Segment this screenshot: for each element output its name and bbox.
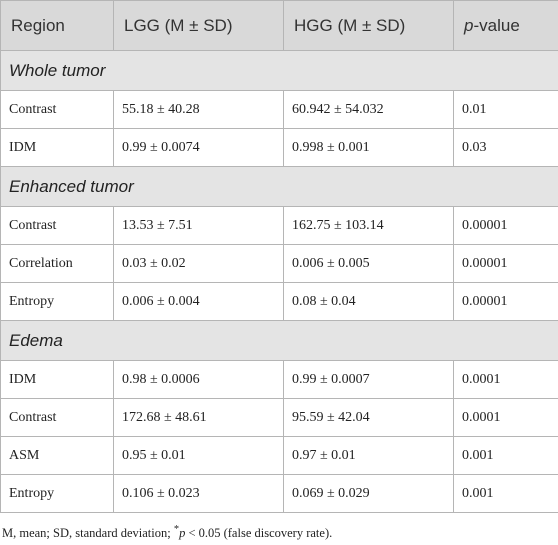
cell: Correlation [0, 244, 114, 283]
cell: Entropy [0, 282, 114, 321]
header-cell: HGG (M ± SD) [283, 0, 454, 51]
cell: 0.00001 [453, 244, 558, 283]
header-row: Region LGG (M ± SD) HGG (M ± SD) p-value [0, 0, 558, 51]
cell: 13.53 ± 7.51 [113, 206, 284, 245]
data-row: ASM 0.95 ± 0.01 0.97 ± 0.01 0.001 [0, 436, 558, 475]
header-cell: Region [0, 0, 114, 51]
cell: 0.99 ± 0.0074 [113, 128, 284, 167]
cell: 0.001 [453, 474, 558, 513]
data-table: Region LGG (M ± SD) HGG (M ± SD) p-value Wh… [0, 0, 558, 513]
cell: 55.18 ± 40.28 [113, 90, 284, 129]
cell: 0.03 ± 0.02 [113, 244, 284, 283]
header-cell: p-value [453, 0, 558, 51]
cell: 95.59 ± 42.04 [283, 398, 454, 437]
cell: 0.99 ± 0.0007 [283, 360, 454, 399]
section-title: Whole tumor [0, 50, 558, 91]
cell: 0.006 ± 0.005 [283, 244, 454, 283]
footnote: M, mean; SD, standard deviation; *p < 0.… [2, 524, 332, 541]
footnote-star: * [173, 524, 180, 535]
cell: Contrast [0, 398, 114, 437]
footnote-text: M, mean; SD, standard deviation; [2, 526, 174, 541]
section-row: Whole tumor [0, 50, 558, 91]
section-row: Enhanced tumor [0, 166, 558, 207]
cell: 0.95 ± 0.01 [113, 436, 284, 475]
cell: ASM [0, 436, 114, 475]
cell: 0.01 [453, 90, 558, 129]
cell: 0.98 ± 0.0006 [113, 360, 284, 399]
cell: 0.08 ± 0.04 [283, 282, 454, 321]
data-row: Contrast 172.68 ± 48.61 95.59 ± 42.04 0.000… [0, 398, 558, 437]
data-row: Correlation 0.03 ± 0.02 0.006 ± 0.005 0.000… [0, 244, 558, 283]
cell: Contrast [0, 206, 114, 245]
cell: 0.106 ± 0.023 [113, 474, 284, 513]
cell: 0.069 ± 0.029 [283, 474, 454, 513]
cell: IDM [0, 128, 114, 167]
cell: 0.00001 [453, 282, 558, 321]
cell: 0.97 ± 0.01 [283, 436, 454, 475]
data-row: IDM 0.99 ± 0.0074 0.998 ± 0.001 0.03 [0, 128, 558, 167]
cell: 0.006 ± 0.004 [113, 282, 284, 321]
cell: 0.00001 [453, 206, 558, 245]
cell: 162.75 ± 103.14 [283, 206, 454, 245]
cell: 172.68 ± 48.61 [113, 398, 284, 437]
header-text: -value [473, 15, 520, 35]
cell: 0.998 ± 0.001 [283, 128, 454, 167]
section-title: Edema [0, 320, 558, 361]
data-row: Contrast 55.18 ± 40.28 60.942 ± 54.032 0.01 [0, 90, 558, 129]
cell: 0.0001 [453, 360, 558, 399]
section-title: Enhanced tumor [0, 166, 558, 207]
cell: Contrast [0, 90, 114, 129]
cell: IDM [0, 360, 114, 399]
header-cell: LGG (M ± SD) [113, 0, 284, 51]
cell: 0.03 [453, 128, 558, 167]
cell: Entropy [0, 474, 114, 513]
data-row: Entropy 0.106 ± 0.023 0.069 ± 0.029 0.001 [0, 474, 558, 513]
cell: 60.942 ± 54.032 [283, 90, 454, 129]
cell: 0.001 [453, 436, 558, 475]
header-italic: p [464, 15, 474, 35]
footnote-text: < 0.05 (false discovery rate). [185, 526, 333, 541]
section-row: Edema [0, 320, 558, 361]
footnote-italic: p [179, 526, 186, 541]
data-row: Entropy 0.006 ± 0.004 0.08 ± 0.04 0.00001 [0, 282, 558, 321]
data-row: IDM 0.98 ± 0.0006 0.99 ± 0.0007 0.0001 [0, 360, 558, 399]
data-row: Contrast 13.53 ± 7.51 162.75 ± 103.14 0.000… [0, 206, 558, 245]
cell: 0.0001 [453, 398, 558, 437]
